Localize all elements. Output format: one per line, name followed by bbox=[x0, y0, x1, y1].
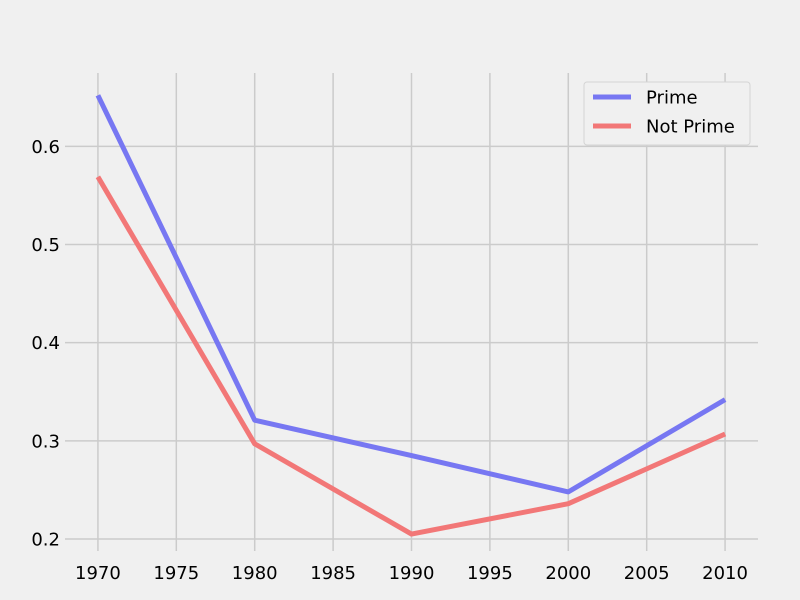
x-tick-label: 2010 bbox=[702, 563, 748, 584]
legend-label: Prime bbox=[646, 88, 698, 109]
data-point bbox=[409, 453, 414, 458]
x-tick-label: 1990 bbox=[389, 563, 435, 584]
data-point bbox=[95, 93, 100, 98]
y-axis-ticks: 0.2 0.3 0.4 0.5 0.6 bbox=[31, 137, 60, 551]
y-tick-label: 0.3 bbox=[31, 431, 60, 452]
legend-label: Not Prime bbox=[646, 117, 735, 138]
data-point bbox=[566, 501, 571, 506]
y-tick-label: 0.4 bbox=[31, 333, 60, 354]
y-tick-label: 0.2 bbox=[31, 530, 60, 551]
x-tick-label: 1995 bbox=[467, 563, 513, 584]
data-point bbox=[723, 397, 728, 402]
series-line-prime bbox=[95, 94, 727, 495]
legend: Prime Not Prime bbox=[583, 81, 751, 146]
x-tick-label: 1980 bbox=[232, 563, 278, 584]
data-point bbox=[252, 441, 257, 446]
y-tick-label: 0.5 bbox=[31, 235, 60, 256]
x-axis-ticks: 1970 1975 1980 1985 1990 1995 2000 2005 2010 bbox=[75, 563, 748, 584]
x-tick-label: 1985 bbox=[310, 563, 356, 584]
grid bbox=[65, 73, 758, 551]
data-point bbox=[723, 431, 728, 436]
series-lines bbox=[95, 93, 728, 537]
data-point bbox=[95, 174, 100, 179]
x-tick-label: 2000 bbox=[545, 563, 591, 584]
x-tick-label: 1970 bbox=[75, 563, 121, 584]
data-point bbox=[566, 489, 571, 494]
y-tick-label: 0.6 bbox=[31, 137, 60, 158]
series-line-not-prime bbox=[95, 175, 727, 537]
data-point bbox=[409, 532, 414, 537]
data-point bbox=[252, 418, 257, 423]
x-tick-label: 2005 bbox=[624, 563, 670, 584]
x-tick-label: 1975 bbox=[153, 563, 199, 584]
